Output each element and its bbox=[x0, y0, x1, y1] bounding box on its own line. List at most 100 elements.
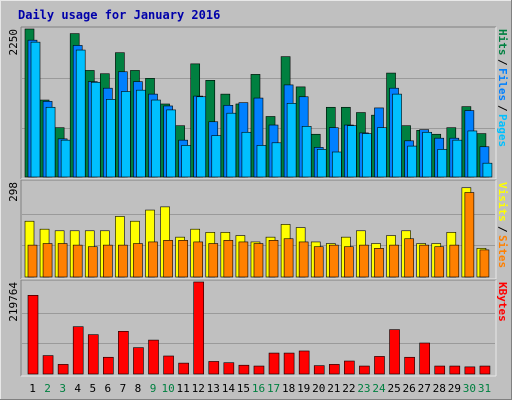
bar-sites-day-26 bbox=[404, 238, 414, 278]
x-label-day-11: 11 bbox=[177, 382, 190, 395]
bar-sites-day-25 bbox=[389, 244, 399, 278]
x-label-day-23: 23 bbox=[357, 382, 370, 395]
bar-pages-day-4 bbox=[75, 49, 86, 178]
bar-sites-day-10 bbox=[163, 240, 173, 278]
x-label-day-24: 24 bbox=[372, 382, 386, 395]
bar-kbytes-day-5 bbox=[87, 334, 99, 375]
bar-kbytes-day-20 bbox=[313, 365, 325, 375]
bar-pages-day-9 bbox=[151, 99, 161, 178]
panel-requests: 2250 Hits / Files / Pages bbox=[7, 26, 509, 180]
bar-pages-day-11 bbox=[181, 145, 191, 178]
bar-kbytes-day-14 bbox=[223, 362, 235, 375]
bar-kbytes-day-16 bbox=[253, 365, 265, 375]
x-label-day-18: 18 bbox=[282, 382, 295, 395]
bar-pages-day-2 bbox=[45, 106, 56, 178]
bar-kbytes-day-21 bbox=[328, 364, 340, 375]
legend-hits: Hits bbox=[496, 29, 509, 56]
x-label-day-25: 25 bbox=[387, 382, 400, 395]
series-pages bbox=[30, 41, 493, 178]
x-label-day-26: 26 bbox=[403, 382, 416, 395]
bar-pages-day-30 bbox=[467, 130, 478, 178]
bar-pages-day-21 bbox=[331, 151, 342, 178]
bar-kbytes-day-1 bbox=[27, 294, 39, 375]
x-label-day-31: 31 bbox=[478, 382, 491, 395]
bar-sites-day-5 bbox=[87, 246, 98, 278]
y-max-label-requests: 2250 bbox=[7, 29, 20, 56]
series-kbytes bbox=[27, 281, 491, 375]
bar-pages-day-12 bbox=[196, 96, 207, 178]
bar-sites-day-29 bbox=[449, 244, 460, 278]
chart-panels: 2250 Hits / Files / Pages 298 Visits / Sites 21976… bbox=[7, 26, 509, 377]
legend-pages: Pages bbox=[496, 114, 509, 147]
x-label-day-22: 22 bbox=[342, 382, 355, 395]
legend-kbytes: KBytes bbox=[496, 282, 509, 322]
x-label-day-20: 20 bbox=[312, 382, 325, 395]
x-label-day-30: 30 bbox=[463, 382, 476, 395]
x-label-day-28: 28 bbox=[433, 382, 446, 395]
bar-kbytes-day-28 bbox=[434, 365, 446, 375]
bar-pages-day-22 bbox=[347, 125, 357, 178]
bar-pages-day-31 bbox=[482, 162, 493, 178]
legend-volume: KBytes bbox=[496, 282, 509, 322]
panel-volume: 219764 KBytes bbox=[7, 279, 509, 377]
bar-pages-day-6 bbox=[106, 99, 116, 178]
bar-pages-day-26 bbox=[407, 145, 417, 178]
bar-kbytes-day-13 bbox=[208, 361, 220, 375]
bar-pages-day-15 bbox=[241, 131, 252, 178]
bar-sites-day-13 bbox=[208, 243, 219, 278]
x-label-day-13: 13 bbox=[207, 382, 220, 395]
bar-kbytes-day-22 bbox=[344, 360, 355, 375]
x-label-day-19: 19 bbox=[297, 382, 310, 395]
bar-kbytes-day-26 bbox=[404, 356, 415, 375]
legend-files: Files bbox=[496, 68, 509, 101]
bar-pages-day-14 bbox=[226, 112, 237, 178]
x-label-day-7: 7 bbox=[120, 382, 127, 395]
bar-sites-day-11 bbox=[178, 240, 188, 278]
y-max-label-visitors: 298 bbox=[7, 182, 20, 202]
bar-kbytes-day-11 bbox=[178, 362, 189, 375]
bar-kbytes-day-19 bbox=[298, 350, 310, 375]
bar-pages-day-25 bbox=[392, 93, 402, 178]
bar-pages-day-5 bbox=[90, 81, 101, 178]
bar-sites-day-1 bbox=[27, 244, 38, 278]
bar-sites-day-31 bbox=[479, 249, 490, 278]
bar-kbytes-day-8 bbox=[133, 347, 144, 375]
bar-pages-day-13 bbox=[211, 135, 222, 178]
panel-visitors: 298 Visits / Sites bbox=[7, 179, 509, 280]
bar-kbytes-day-3 bbox=[57, 364, 69, 375]
bar-kbytes-day-15 bbox=[238, 364, 250, 375]
bar-sites-day-6 bbox=[103, 244, 113, 278]
bar-sites-day-19 bbox=[298, 241, 309, 278]
bar-kbytes-day-9 bbox=[148, 339, 159, 375]
x-label-day-3: 3 bbox=[59, 382, 66, 395]
legend-separator: / bbox=[496, 105, 509, 112]
bar-kbytes-day-30 bbox=[464, 366, 476, 375]
bar-kbytes-day-25 bbox=[389, 329, 400, 375]
legend-visits: Visits bbox=[496, 182, 509, 222]
legend-separator: / bbox=[496, 59, 509, 66]
bar-sites-day-12 bbox=[193, 241, 204, 278]
x-label-day-12: 12 bbox=[192, 382, 205, 395]
x-label-day-29: 29 bbox=[448, 382, 461, 395]
bar-sites-day-4 bbox=[72, 244, 83, 278]
y-max-label-volume: 219764 bbox=[7, 282, 20, 322]
bar-sites-day-15 bbox=[238, 241, 249, 278]
legend-sites: Sites bbox=[496, 235, 509, 268]
x-label-day-9: 9 bbox=[150, 382, 157, 395]
x-label-day-15: 15 bbox=[237, 382, 250, 395]
bar-kbytes-day-23 bbox=[359, 365, 370, 375]
bar-kbytes-day-18 bbox=[283, 352, 295, 375]
bar-sites-day-20 bbox=[313, 246, 324, 278]
x-label-day-17: 17 bbox=[267, 382, 280, 395]
bar-pages-day-8 bbox=[136, 89, 146, 178]
x-label-day-5: 5 bbox=[89, 382, 96, 395]
x-label-day-16: 16 bbox=[252, 382, 265, 395]
bar-kbytes-day-4 bbox=[72, 326, 84, 375]
bar-sites-day-18 bbox=[283, 238, 294, 278]
bar-pages-day-24 bbox=[377, 127, 387, 178]
legend-separator: / bbox=[496, 226, 509, 233]
bar-sites-day-28 bbox=[434, 246, 445, 278]
x-axis-labels: 1 2 3 4 5 6 7 8 9 10 11 12 13 14 15 16 17 18 19 20 21 22 23 24 2… bbox=[29, 382, 491, 395]
